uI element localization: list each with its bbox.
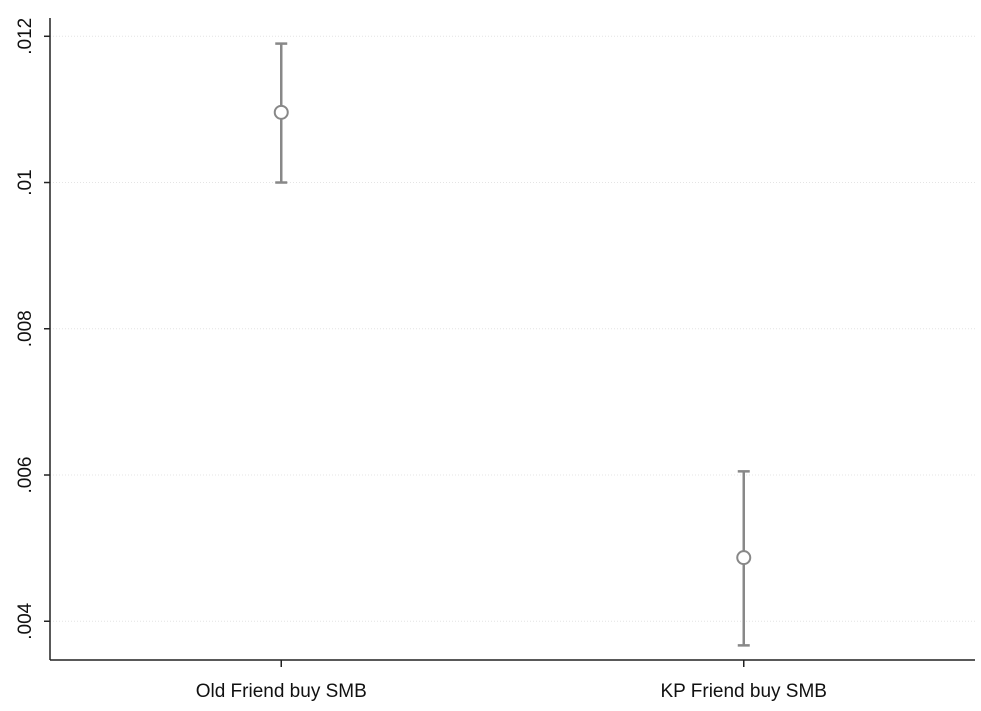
y-tick-label: .006 <box>15 457 36 494</box>
point <box>273 104 289 120</box>
y-tick-label: .012 <box>15 18 36 55</box>
x-tick-label: KP Friend buy SMB <box>660 681 827 702</box>
y-tick-label: .004 <box>15 602 36 639</box>
point <box>736 550 752 566</box>
y-tick-label: .008 <box>15 310 36 347</box>
y-tick-label: .01 <box>15 169 36 195</box>
x-tick-label: Old Friend buy SMB <box>196 681 367 702</box>
